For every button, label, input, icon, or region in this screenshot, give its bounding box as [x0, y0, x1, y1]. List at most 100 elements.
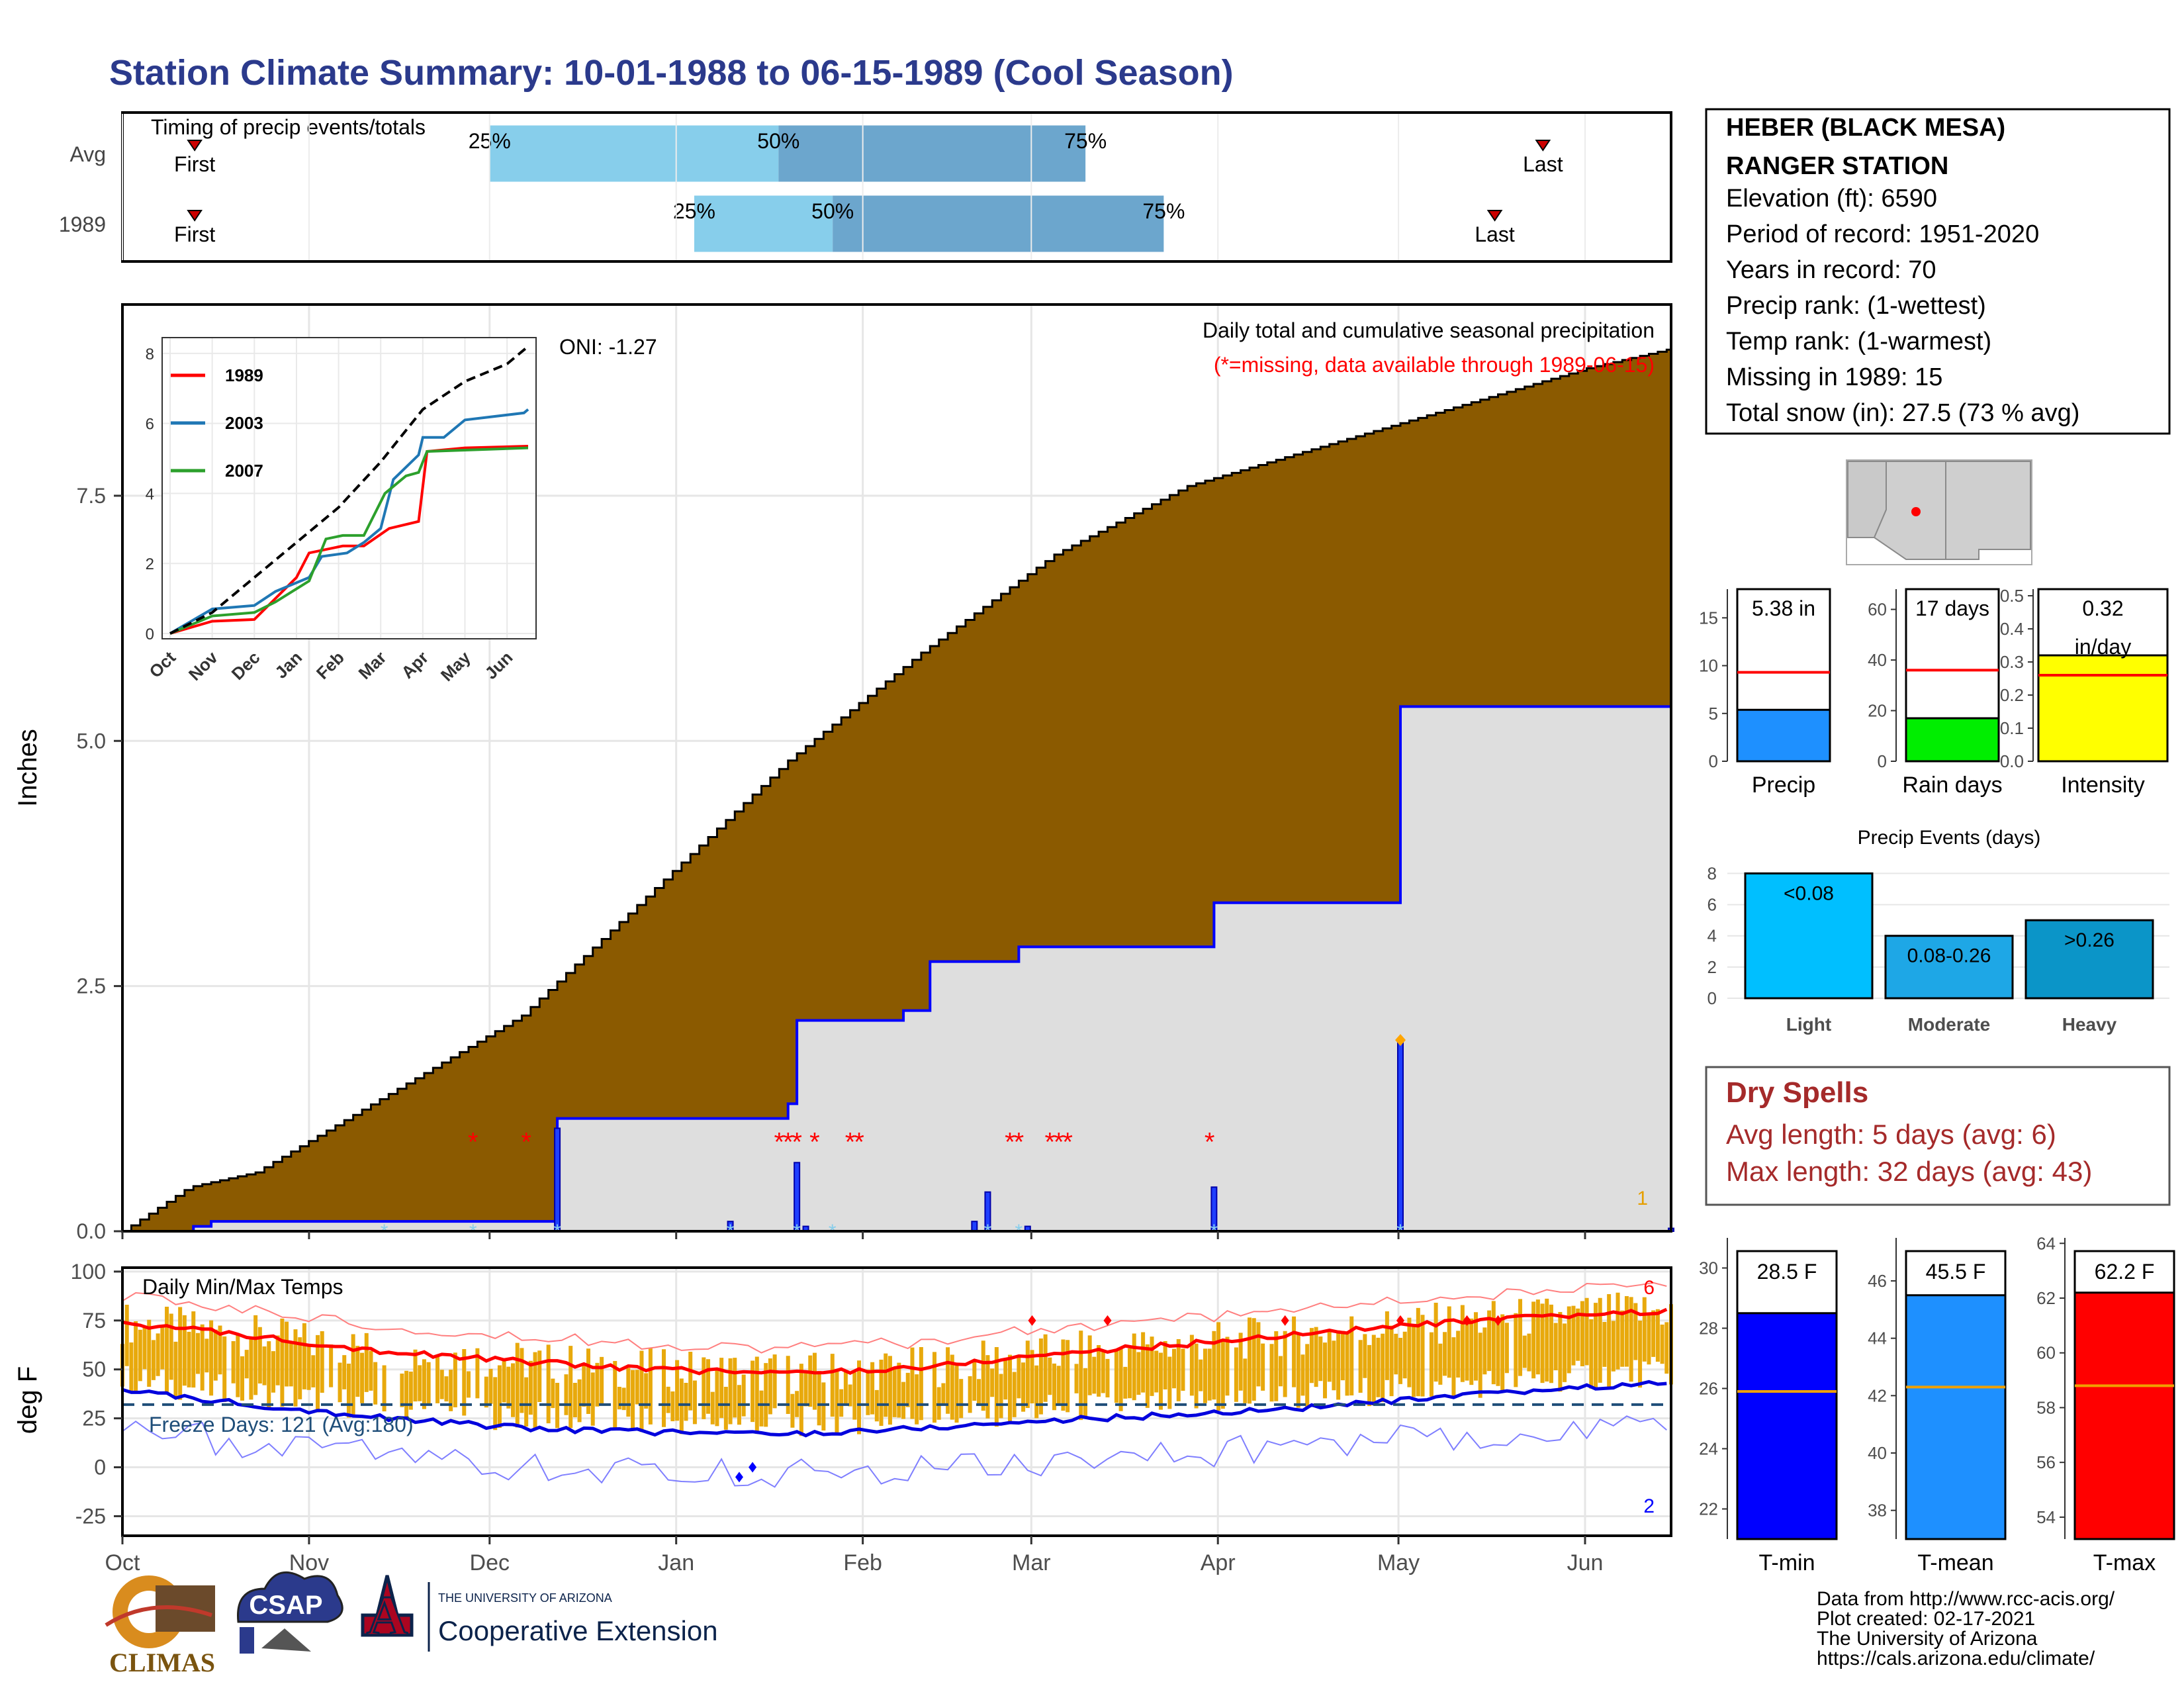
temp-bar-ytick: 38 — [1868, 1501, 1887, 1521]
temp-bar-value — [1905, 1294, 2007, 1540]
last-marker-1 — [1486, 210, 1503, 222]
events-bar-heavy — [2025, 919, 2154, 1000]
mini-bar-ytick: 0.2 — [2000, 685, 2024, 705]
mini-bar-value — [1736, 708, 1831, 763]
temp-bar-value-label: 62.2 F — [2095, 1260, 2155, 1284]
events-bar-label: >0.26 — [2064, 929, 2115, 951]
record-min-line — [122, 1415, 1667, 1488]
inset-legend-label: 1989 — [225, 365, 263, 385]
precip-annotation-missing: (*=missing, data available through 1989-… — [1214, 353, 1655, 377]
temp-plot-bg — [122, 1268, 1671, 1536]
mini-bar-ytick: 0 — [1709, 751, 1718, 771]
month-tick-label: Oct — [105, 1550, 140, 1575]
mini-bar-value-label: 17 days — [1915, 596, 1989, 620]
events-bar-light — [1744, 872, 1874, 1000]
station-precip-rank: Precip rank: (1-wettest) — [1726, 292, 1986, 320]
ua-small-text: THE UNIVERSITY OF ARIZONA — [438, 1591, 612, 1605]
missing-day-marker: * — [1062, 1128, 1073, 1157]
missing-day-marker: * — [1045, 1128, 1056, 1157]
mini-bar-ytick: 20 — [1868, 701, 1887, 721]
inset-line-2003 — [169, 408, 529, 635]
inset-plot-bg — [162, 338, 536, 639]
timing-bar-q1-1 — [694, 195, 833, 252]
month-tick-label: Mar — [1012, 1550, 1051, 1575]
temp-bar-category-label: T-mean — [1917, 1550, 1993, 1575]
events-bar-moderate — [1884, 935, 2014, 1000]
temp-bar-ytick: 42 — [1868, 1385, 1887, 1405]
last-label-0: Last — [1523, 152, 1563, 176]
precip-ytick-label: 7.5 — [77, 484, 106, 508]
temp-bar-category-label: T-min — [1759, 1550, 1815, 1575]
events-ytick: 4 — [1707, 926, 1717, 946]
inset-ytick-label: 2 — [146, 555, 154, 573]
temp-bar-ytick: 24 — [1699, 1439, 1718, 1459]
temp-bar-chart-t-mean: 38 40 42 44 46 45.5 F T-mean — [1868, 1238, 2007, 1575]
map-region-newmexico — [1945, 461, 2031, 560]
inset-ytick-label: 4 — [146, 485, 154, 503]
timing-p75-label-0: 75% — [1064, 129, 1107, 153]
temp-bar-ytick: 64 — [2036, 1233, 2056, 1253]
station-info: HEBER (BLACK MESA) RANGER STATION Elevat… — [1705, 108, 2171, 435]
inset-ytick-label: 8 — [146, 346, 154, 363]
temp-bar-ytick: 40 — [1868, 1443, 1887, 1463]
missing-day-marker: * — [792, 1128, 802, 1157]
temp-ytick-label: 100 — [71, 1260, 106, 1284]
csap-logo: CSAP — [237, 1571, 343, 1654]
dry-spells-frame — [1705, 1066, 2171, 1206]
temp-bar-ytick: 28 — [1699, 1319, 1718, 1338]
footer-line4: https://cals.arizona.edu/climate/ — [1817, 1648, 2095, 1669]
temp-bar-ytick: 54 — [2036, 1507, 2056, 1527]
temp-bar-ytick: 58 — [2036, 1397, 2056, 1417]
temp-ytick-label: 50 — [82, 1358, 106, 1382]
temp-bar-ytick: 26 — [1699, 1379, 1718, 1399]
temp-ytick-label: -25 — [75, 1504, 106, 1528]
last-label-1: Last — [1475, 222, 1515, 246]
mini-bar-ytick: 0.5 — [2000, 586, 2024, 606]
climas-logo-text: CLIMAS — [109, 1648, 215, 1677]
temp-title: Daily Min/Max Temps — [142, 1275, 343, 1299]
missing-day-marker: * — [521, 1128, 531, 1157]
missing-day-marker: * — [774, 1128, 785, 1157]
first-marker-1 — [187, 210, 203, 222]
oni-label: ONI: -1.27 — [559, 335, 657, 359]
first-label-1: First — [174, 222, 215, 246]
timing-row-label-1989: 1989 — [59, 212, 106, 236]
avg-max-line — [122, 1307, 1668, 1376]
events-title: Precip Events (days) — [1858, 827, 2041, 849]
freeze-days-label: Freeze Days: 121 (Avg:180) — [149, 1413, 414, 1436]
temp-bar-chart-t-max: 54 56 58 60 62 64 62.2 F T-max — [2036, 1233, 2175, 1575]
temp-bar-category-label: T-max — [2093, 1550, 2156, 1575]
temp-bar-value-label: 28.5 F — [1757, 1260, 1817, 1284]
events-ytick: 8 — [1707, 863, 1717, 883]
avg-min-line — [122, 1380, 1667, 1438]
ua-logo: A THE UNIVERSITY OF ARIZONA Cooperative … — [361, 1575, 718, 1652]
temp-bar-ytick: 56 — [2036, 1452, 2056, 1472]
temp-panel-frame — [121, 1266, 1672, 1537]
mini-bar-value — [2037, 654, 2169, 763]
temp-bar-ytick: 60 — [2036, 1343, 2056, 1363]
station-missing: Missing in 1989: 15 — [1726, 363, 1942, 391]
dry-spells-avg: Avg length: 5 days (avg: 6) — [1726, 1119, 2056, 1150]
temp-bar-ytick: 46 — [1868, 1271, 1887, 1291]
mini-bar-value — [1905, 717, 2000, 763]
ua-big-text: Cooperative Extension — [438, 1615, 718, 1646]
events-category-label: Light — [1786, 1014, 1831, 1035]
station-temp-rank: Temp rank: (1-warmest) — [1726, 328, 1991, 355]
events-ytick: 6 — [1707, 895, 1717, 915]
inset-frame — [161, 337, 537, 639]
events-category-label: Moderate — [1908, 1014, 1990, 1035]
first-marker-0 — [187, 140, 203, 152]
temp-bar-ytick: 44 — [1868, 1329, 1887, 1348]
mini-bar-ytick: 60 — [1868, 600, 1887, 620]
footer-line3: The University of Arizona — [1817, 1628, 2038, 1650]
temp-min-count: 2 — [1643, 1495, 1655, 1517]
mini-bar-value-label: 0.32 — [2082, 596, 2123, 620]
timing-row-label-avg: Avg — [69, 142, 106, 166]
mini-bar-ytick: 0.1 — [2000, 718, 2024, 738]
events-bar-label: <0.08 — [1784, 882, 1834, 904]
temp-max-count: 6 — [1643, 1277, 1655, 1299]
month-tick-label: May — [1377, 1550, 1420, 1575]
mini-bar-chart-rain-days: 0 20 40 60 17 days Rain days — [1868, 588, 2003, 798]
temp-bar-value — [2073, 1291, 2175, 1540]
timing-title: Timing of precip events/totals — [151, 115, 426, 139]
